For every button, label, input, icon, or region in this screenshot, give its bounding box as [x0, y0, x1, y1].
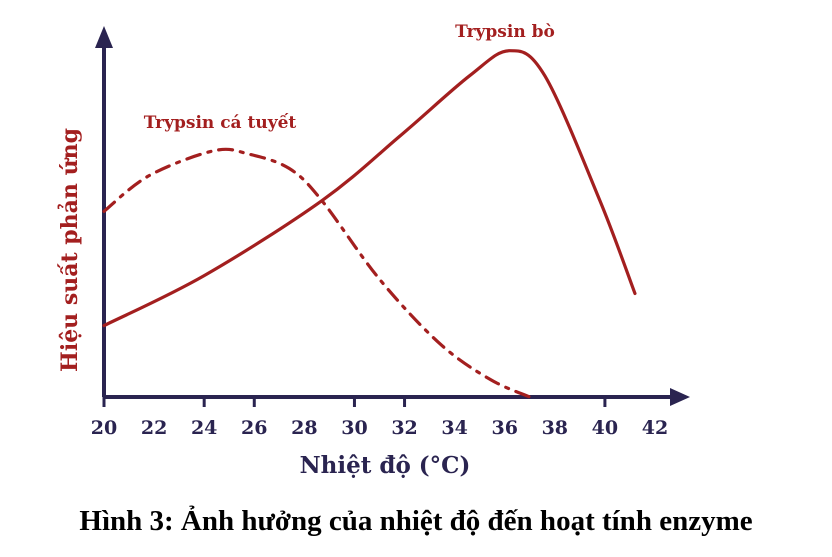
x-tick-label: 30	[341, 417, 367, 439]
x-tick-label: 42	[642, 417, 668, 439]
y-axis-label: Hiệu suất phản ứng	[57, 128, 83, 372]
series-line-trypsin-bo	[102, 49, 637, 328]
x-tick-label: 26	[241, 417, 267, 439]
series-label-trypsin-ca-tuyet: Trypsin cá tuyết	[144, 113, 297, 133]
x-axis-label: Nhiệt độ (°C)	[300, 452, 471, 479]
x-tick-label: 24	[191, 417, 217, 439]
x-tick-label: 34	[441, 417, 467, 439]
x-tick-label: 38	[542, 417, 568, 439]
x-tick-label: 22	[141, 417, 167, 439]
series-line-trypsin-ca-tuyet	[102, 147, 532, 399]
x-tick-label: 32	[391, 417, 417, 439]
x-tick-label: 36	[492, 417, 518, 439]
y-axis-arrow	[95, 26, 113, 48]
x-tick-label: 20	[91, 417, 117, 439]
series-label-trypsin-bo: Trypsin bò	[455, 22, 555, 42]
x-axis-arrow	[670, 388, 690, 406]
x-tick-label: 28	[291, 417, 317, 439]
figure-caption: Hình 3: Ảnh hưởng của nhiệt độ đến hoạt …	[79, 505, 753, 537]
x-tick-label: 40	[592, 417, 618, 439]
